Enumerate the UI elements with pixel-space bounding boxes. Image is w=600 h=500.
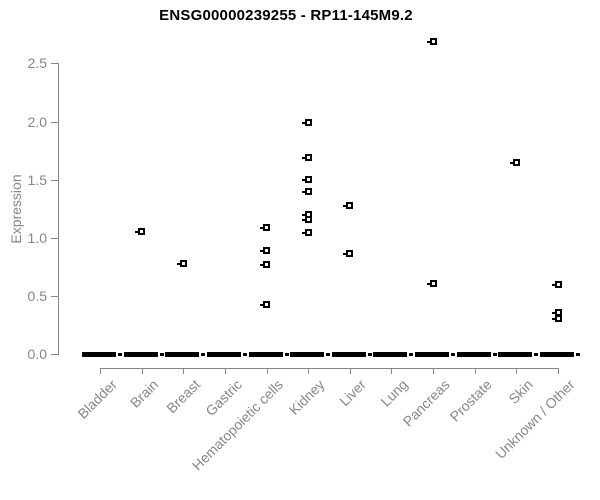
- x-category-label: Bladder: [74, 376, 120, 422]
- y-axis-tick: [51, 354, 58, 356]
- y-axis-tick: [51, 121, 58, 123]
- zero-expression-cluster: [498, 351, 539, 357]
- x-axis-tick: [183, 368, 185, 374]
- chart-title: ENSG00000239255 - RP11-145M9.2: [159, 7, 413, 24]
- data-point: [509, 158, 520, 166]
- x-axis-line: [100, 368, 559, 369]
- zero-expression-cluster: [123, 351, 164, 357]
- zero-expression-cluster: [290, 351, 331, 357]
- y-tick-label: 2.0: [27, 113, 47, 130]
- zero-expression-cluster: [456, 351, 497, 357]
- zero-expression-cluster: [206, 351, 247, 357]
- y-axis-line: [58, 62, 59, 355]
- y-axis-tick: [51, 296, 58, 298]
- y-tick-label: 0.5: [27, 288, 47, 305]
- zero-expression-cluster: [82, 351, 122, 357]
- data-point: [551, 314, 562, 322]
- x-axis-tick: [308, 368, 310, 374]
- x-category-label: Breast: [162, 376, 203, 417]
- x-axis-tick: [474, 368, 476, 374]
- data-point: [260, 300, 271, 308]
- x-axis-tick: [391, 368, 393, 374]
- data-point: [343, 249, 354, 257]
- zero-expression-cluster: [373, 351, 414, 357]
- data-point: [343, 201, 354, 209]
- zero-expression-cluster: [331, 351, 372, 357]
- x-axis-tick: [516, 368, 518, 374]
- data-point: [260, 261, 271, 269]
- y-tick-label: 1.5: [27, 171, 47, 188]
- zero-expression-cluster: [165, 351, 206, 357]
- data-point: [301, 215, 312, 223]
- x-category-label: Lung: [377, 376, 412, 410]
- data-point: [301, 187, 312, 195]
- x-axis-tick: [100, 368, 101, 374]
- data-point: [260, 224, 271, 232]
- data-point: [301, 154, 312, 162]
- y-tick-label: 1.0: [27, 230, 47, 246]
- x-category-label: Brain: [126, 376, 162, 411]
- y-axis-tick: [51, 179, 58, 181]
- x-axis-tick: [433, 368, 435, 374]
- y-tick-label: 2.5: [27, 55, 47, 72]
- data-point: [260, 247, 271, 255]
- y-tick-label: 0.0: [27, 346, 47, 363]
- data-point: [301, 119, 312, 127]
- data-point: [135, 227, 146, 235]
- zero-expression-cluster: [540, 351, 580, 357]
- zero-expression-cluster: [248, 351, 289, 357]
- x-axis-tick: [558, 368, 559, 374]
- data-point: [426, 279, 437, 287]
- x-category-label: Liver: [336, 376, 370, 410]
- x-axis-tick: [266, 368, 268, 374]
- data-point: [426, 37, 437, 45]
- x-axis-tick: [349, 368, 351, 374]
- y-axis-tick: [51, 238, 58, 239]
- x-category-label: Skin: [505, 376, 536, 407]
- x-category-label: Kidney: [286, 376, 328, 418]
- x-category-label: Prostate: [446, 376, 495, 425]
- y-axis-tick: [51, 63, 58, 65]
- zero-expression-cluster: [415, 351, 456, 357]
- x-axis-tick: [224, 368, 226, 374]
- y-axis-label: Expression: [8, 174, 24, 244]
- x-category-label: Unknown / Other: [492, 376, 578, 462]
- data-point: [301, 228, 312, 236]
- data-point: [176, 260, 187, 268]
- data-point: [301, 176, 312, 184]
- x-axis-tick: [141, 368, 143, 374]
- data-point: [551, 281, 562, 289]
